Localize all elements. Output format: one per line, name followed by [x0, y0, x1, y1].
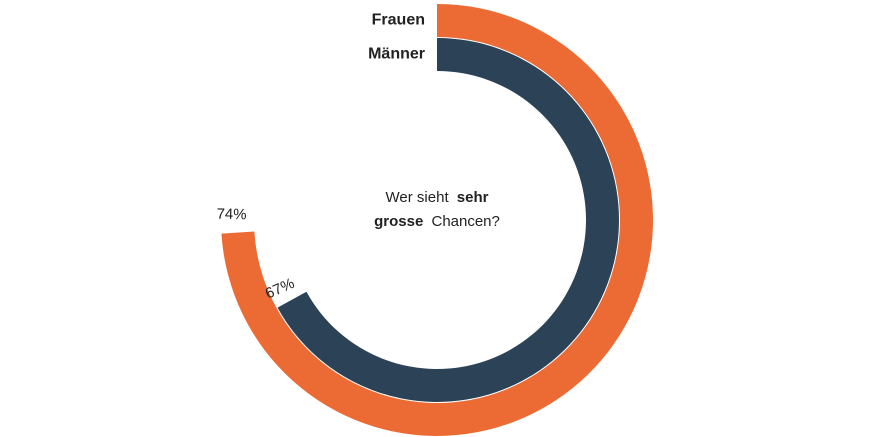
- legend-label: Frauen: [372, 12, 425, 29]
- value-label: 67%: [263, 275, 297, 303]
- title-part: Chancen?: [431, 213, 499, 230]
- title-part: Wer sieht: [386, 189, 450, 206]
- legend-label: Männer: [368, 46, 425, 63]
- title-part: grosse: [374, 213, 423, 230]
- value-label: 74%: [216, 206, 246, 224]
- title-part: sehr: [457, 189, 489, 206]
- center-title: Wer sieht sehr: [386, 189, 489, 206]
- center-title: grosse Chancen?: [374, 213, 500, 230]
